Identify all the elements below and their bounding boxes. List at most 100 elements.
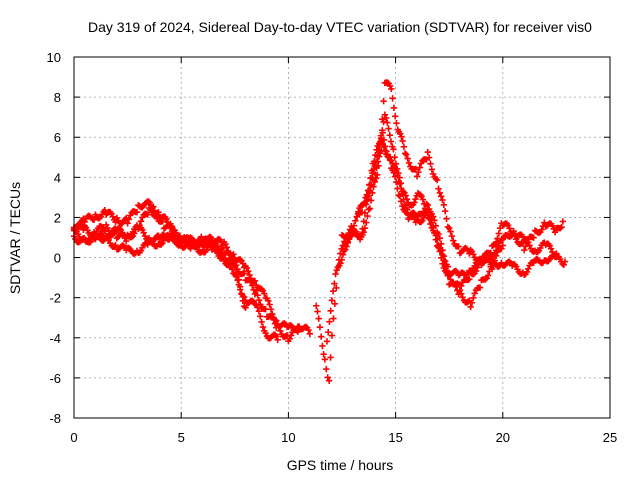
data-point xyxy=(314,308,321,315)
data-point xyxy=(446,224,453,232)
data-point xyxy=(470,294,477,302)
x-tick-label: 25 xyxy=(603,430,617,445)
data-point xyxy=(352,217,359,224)
data-point xyxy=(364,187,372,194)
data-point xyxy=(386,156,394,164)
data-point xyxy=(435,241,442,249)
data-point xyxy=(88,236,95,243)
data-point xyxy=(267,306,275,313)
data-point xyxy=(424,201,431,209)
data-point xyxy=(466,275,473,283)
data-point xyxy=(261,290,268,297)
data-point xyxy=(155,208,162,216)
data-point xyxy=(439,260,446,267)
data-point xyxy=(373,164,380,171)
data-point xyxy=(344,239,352,246)
data-point xyxy=(413,173,421,180)
data-point xyxy=(404,209,411,217)
y-tick-label: 2 xyxy=(54,210,61,225)
data-point xyxy=(253,287,260,294)
data-point xyxy=(342,246,349,253)
data-point xyxy=(266,301,273,308)
data-point xyxy=(286,335,293,342)
data-point xyxy=(331,280,338,287)
data-point xyxy=(394,185,401,192)
data-point xyxy=(366,205,374,212)
data-point xyxy=(416,164,423,171)
data-point xyxy=(124,220,131,227)
data-point xyxy=(333,284,340,292)
data-point xyxy=(388,85,395,93)
data-point xyxy=(418,193,425,200)
data-point xyxy=(295,326,303,333)
data-point xyxy=(433,176,441,184)
data-point xyxy=(112,228,119,236)
data-point xyxy=(551,229,559,236)
data-point xyxy=(384,119,391,126)
data-point xyxy=(405,159,413,167)
data-point xyxy=(242,304,249,311)
data-point xyxy=(168,222,176,230)
data-point xyxy=(521,246,528,254)
data-point xyxy=(435,230,442,238)
data-point xyxy=(443,215,450,222)
data-point xyxy=(345,229,352,237)
data-point xyxy=(145,198,152,205)
data-point xyxy=(393,120,400,127)
data-point xyxy=(436,248,444,255)
y-tick-label: -8 xyxy=(49,411,61,426)
data-point xyxy=(419,196,427,203)
data-point xyxy=(274,336,281,343)
data-point xyxy=(327,307,334,314)
data-point xyxy=(330,315,337,322)
data-point xyxy=(404,155,411,162)
y-tick-label: 0 xyxy=(54,251,61,266)
data-point xyxy=(559,218,567,225)
data-point xyxy=(373,146,380,153)
data-point xyxy=(320,351,327,358)
data-point xyxy=(538,226,545,233)
data-point xyxy=(212,246,220,253)
data-point xyxy=(490,262,497,269)
data-point xyxy=(259,323,267,331)
data-point xyxy=(380,97,387,105)
data-point xyxy=(452,283,460,290)
data-point xyxy=(455,243,462,250)
data-point xyxy=(112,241,119,249)
data-point xyxy=(324,374,331,381)
data-point xyxy=(328,332,336,339)
data-point xyxy=(398,133,405,140)
data-point xyxy=(382,114,390,122)
y-tick-label: 8 xyxy=(54,90,61,105)
data-point xyxy=(228,266,236,273)
data-point xyxy=(326,318,333,325)
data-point xyxy=(262,305,269,313)
data-point xyxy=(339,251,347,258)
data-point xyxy=(424,148,431,156)
data-point xyxy=(402,192,409,199)
y-axis-label: SDTVAR / TECUs xyxy=(7,182,23,294)
data-point xyxy=(420,214,427,221)
data-point xyxy=(163,215,170,223)
data-point xyxy=(331,300,339,308)
data-point xyxy=(444,271,452,279)
data-point xyxy=(491,257,498,264)
data-point xyxy=(370,158,378,165)
data-point xyxy=(363,191,371,198)
data-point xyxy=(384,79,391,86)
data-point xyxy=(321,356,329,363)
data-point xyxy=(441,207,449,215)
data-point xyxy=(230,259,237,266)
data-point xyxy=(325,377,333,384)
y-tick-label: -6 xyxy=(49,371,61,386)
x-tick-labels: 0 5 10 15 20 25 xyxy=(70,430,617,445)
data-point xyxy=(393,178,400,186)
data-point xyxy=(366,181,373,189)
data-point xyxy=(257,313,264,320)
data-point xyxy=(144,211,151,218)
data-point xyxy=(495,230,502,237)
data-point xyxy=(401,150,409,157)
data-point xyxy=(277,327,284,335)
data-point xyxy=(356,232,364,239)
